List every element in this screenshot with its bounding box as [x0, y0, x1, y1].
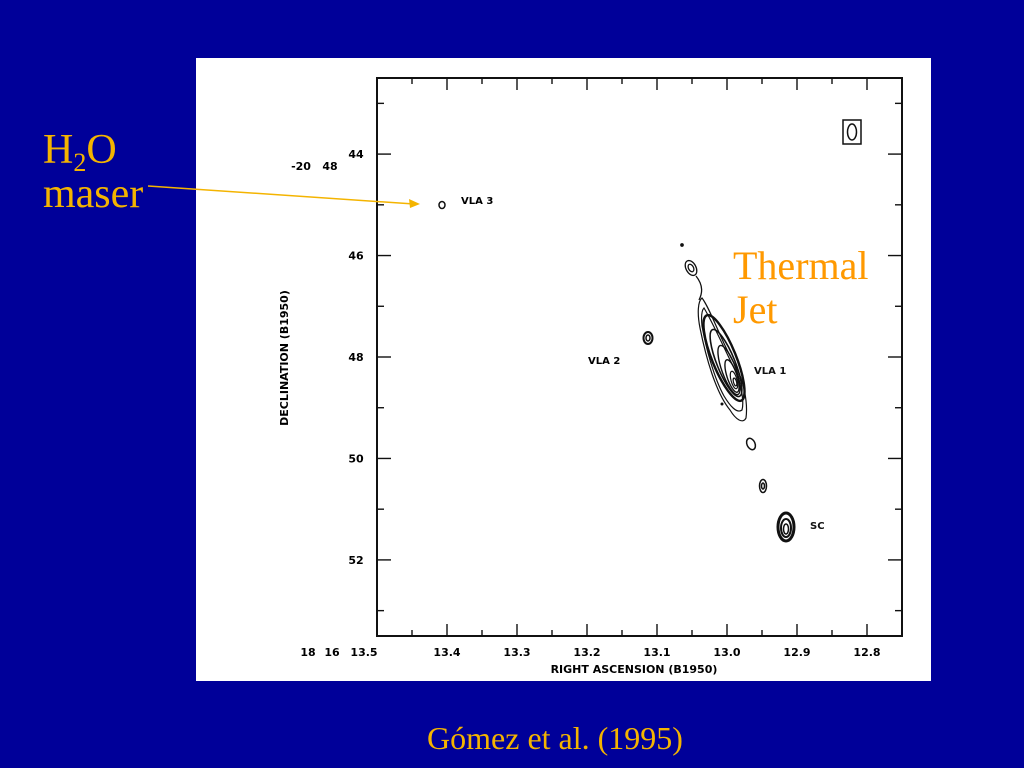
source-vla1-jet: VLA 1 [697, 297, 786, 422]
y-tick-label: 44 [348, 148, 364, 161]
y-axis-label: DECLINATION (B1950) [278, 290, 291, 426]
source-vla2: VLA 2 [588, 331, 654, 367]
x-tick-label: 13.1 [643, 646, 670, 659]
vla2-label: VLA 2 [588, 356, 620, 367]
x-tick-label: 13.4 [433, 646, 460, 659]
maser-word: maser [43, 171, 144, 217]
x-axis-label: RIGHT ASCENSION (B1950) [551, 663, 718, 676]
x-tick-label: 12.8 [853, 646, 880, 659]
y-prefix-arcmin: 48 [322, 160, 337, 173]
x-tick-label: 13.2 [573, 646, 600, 659]
x-tick-label: 12.9 [783, 646, 810, 659]
h2o-maser-label: H2O maser [43, 128, 143, 216]
y-tick-labels: 44 46 48 50 52 [348, 148, 364, 567]
axis-ticks [377, 78, 902, 636]
source-vla3: VLA 3 [438, 196, 493, 210]
x-prefix-minutes: 16 [324, 646, 340, 659]
x-prefix-seconds: 13.5 [350, 646, 377, 659]
jet-north-knots [680, 243, 703, 301]
contour-map: 13.4 13.3 13.2 13.1 13.0 12.9 12.8 4446485052 … [278, 77, 903, 676]
maser-o: O [86, 127, 117, 173]
y-prefix-degrees: -20 [291, 160, 311, 173]
x-tick-label: 13.3 [503, 646, 530, 659]
plot-frame [376, 77, 903, 637]
thermal-jet-label: Thermal Jet [733, 244, 869, 332]
y-tick-label: 52 [348, 554, 363, 567]
jet-south-knots [745, 437, 768, 494]
maser-h: H [43, 127, 74, 173]
maser-subscript: 2 [73, 148, 87, 177]
jet-word: Jet [733, 287, 778, 332]
x-tick-labels: 13.4 13.3 13.2 13.1 13.0 12.9 12.8 [433, 646, 880, 659]
source-sc: SC [776, 511, 825, 543]
thermal-word: Thermal [733, 243, 869, 288]
figure-panel: 13.4 13.3 13.2 13.1 13.0 12.9 12.8 44 46 48 50 52 … [196, 58, 931, 681]
sc-label: SC [810, 521, 825, 532]
vla3-label: VLA 3 [461, 196, 493, 207]
y-tick-label: 46 [348, 250, 364, 263]
y-tick-label: 48 [348, 351, 363, 364]
citation: Gómez et al. (1995) [427, 720, 683, 756]
x-tick-label: 13.0 [713, 646, 740, 659]
y-tick-label: 50 [348, 452, 364, 465]
beam-marker [842, 119, 862, 145]
vla1-label: VLA 1 [754, 366, 786, 377]
x-prefix-hours: 18 [300, 646, 315, 659]
